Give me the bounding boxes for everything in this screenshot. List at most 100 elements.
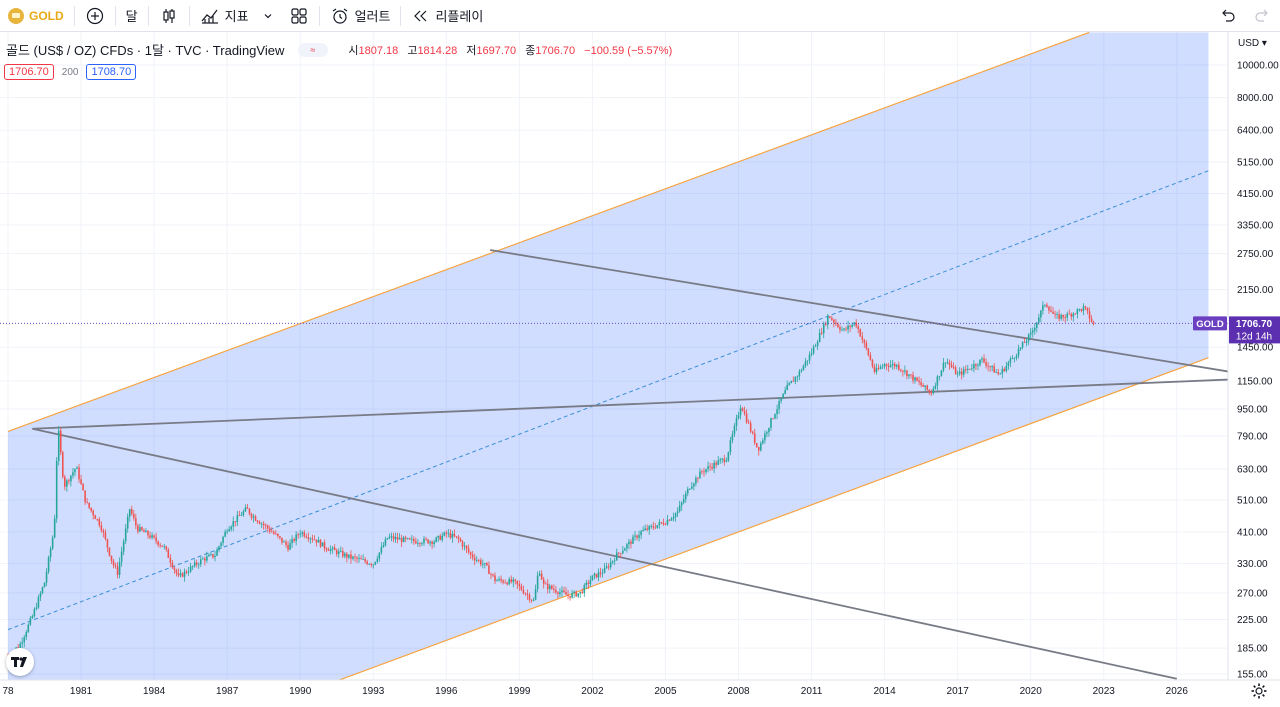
candle-body	[467, 548, 470, 553]
candle-body	[676, 511, 679, 514]
sell-button[interactable]: 1706.70	[4, 64, 54, 80]
candle-body	[585, 582, 588, 585]
candle-body	[220, 542, 222, 547]
candle-body	[751, 431, 754, 434]
candle-body	[116, 566, 119, 575]
resistance-1980	[32, 427, 1177, 680]
candle-body	[682, 499, 685, 503]
candle-body	[532, 599, 535, 601]
symbol-search-button[interactable]: GOLD	[0, 0, 72, 32]
candle-body	[715, 462, 717, 465]
candle-body	[313, 539, 316, 541]
candle-body	[831, 318, 833, 320]
candle-body	[1066, 313, 1069, 318]
layouts-button[interactable]	[281, 0, 317, 32]
candle-body	[1042, 305, 1044, 311]
replay-button[interactable]: 리플레이	[403, 0, 491, 32]
candle-body	[729, 440, 732, 453]
candle-body	[1050, 310, 1052, 312]
candle-body	[778, 401, 780, 410]
candle-body	[39, 593, 42, 598]
candle-body	[242, 511, 245, 516]
y-tick-label: 790.00	[1237, 431, 1268, 442]
compare-add-button[interactable]	[77, 0, 113, 32]
candle-body	[437, 535, 439, 538]
buy-button[interactable]: 1708.70	[86, 64, 137, 80]
symbol-name: GOLD	[29, 8, 64, 23]
candle-body	[508, 579, 511, 585]
y-tick-label: 8000.00	[1237, 93, 1274, 104]
candle-body	[1027, 334, 1030, 342]
trendlines	[7, 32, 1238, 685]
x-tick-label: 2026	[1166, 686, 1189, 697]
candle-body	[930, 391, 933, 394]
candle-body	[498, 578, 500, 581]
candle-body	[455, 536, 458, 538]
settings-gear-icon[interactable]	[1250, 682, 1268, 700]
candle-body	[216, 549, 218, 556]
price-chart[interactable]: USD ▾ 155.00 185.00 225.00 270.00 330.00 410.0…	[0, 32, 1280, 707]
candle-body	[358, 558, 360, 560]
candle-body	[98, 519, 101, 526]
candle-body	[382, 545, 385, 547]
candle-body	[642, 530, 644, 532]
candle-body	[893, 363, 896, 367]
candle-body	[145, 530, 147, 533]
candle-body	[567, 594, 569, 596]
candle-body	[887, 365, 890, 367]
alert-button[interactable]: 얼러트	[322, 0, 399, 32]
candle-body	[1078, 309, 1081, 310]
candle-body	[617, 552, 620, 554]
candle-body	[289, 543, 291, 550]
candle-body	[557, 592, 559, 595]
candle-body	[526, 593, 529, 595]
candle-body	[329, 549, 332, 551]
indicators-button[interactable]: 지표	[192, 0, 281, 32]
candle-body	[559, 592, 561, 595]
candle-body	[906, 370, 908, 377]
candle-body	[246, 507, 249, 509]
candle-body	[212, 554, 214, 558]
tradingview-logo[interactable]	[6, 648, 34, 676]
candle-body	[94, 515, 97, 520]
candle-body	[512, 579, 515, 583]
candle-body	[820, 332, 823, 334]
candle-body	[727, 452, 730, 461]
toolbar-divider	[73, 5, 75, 26]
candle-body	[21, 642, 24, 644]
candle-body	[1090, 318, 1093, 322]
chevron-down-icon[interactable]	[263, 11, 273, 21]
candle-body	[112, 560, 115, 566]
candle-body	[944, 362, 947, 364]
candle-body	[776, 409, 778, 415]
candle-body	[317, 539, 320, 543]
candle-body	[555, 589, 557, 593]
support-long	[32, 378, 1238, 430]
tradingview-logo-icon	[11, 657, 27, 667]
candle-body	[49, 548, 52, 558]
candle-body	[496, 580, 498, 582]
undo-icon[interactable]	[1218, 6, 1238, 26]
candle-body	[542, 579, 545, 584]
candle-body	[482, 564, 484, 565]
candle-body	[471, 554, 474, 558]
candle-body	[609, 562, 612, 568]
candle-body	[404, 537, 407, 539]
candle-body	[755, 442, 758, 447]
legend-toggle[interactable]: ≈	[298, 42, 329, 57]
candle-body	[640, 531, 642, 536]
y-tick-label: 1150.00	[1237, 377, 1273, 388]
candle-body	[114, 565, 117, 567]
candle-body	[589, 580, 592, 585]
candle-body	[916, 377, 918, 381]
candle-body	[378, 552, 381, 559]
chart-type-button[interactable]	[151, 0, 187, 32]
last-price-badge	[1229, 316, 1280, 344]
candle-body	[983, 358, 985, 363]
redo-icon[interactable]	[1252, 6, 1272, 26]
candle-body	[232, 521, 235, 527]
candle-body	[636, 535, 638, 538]
candle-body	[210, 554, 212, 555]
candle-body	[691, 486, 693, 489]
interval-button[interactable]: 달	[118, 0, 146, 32]
